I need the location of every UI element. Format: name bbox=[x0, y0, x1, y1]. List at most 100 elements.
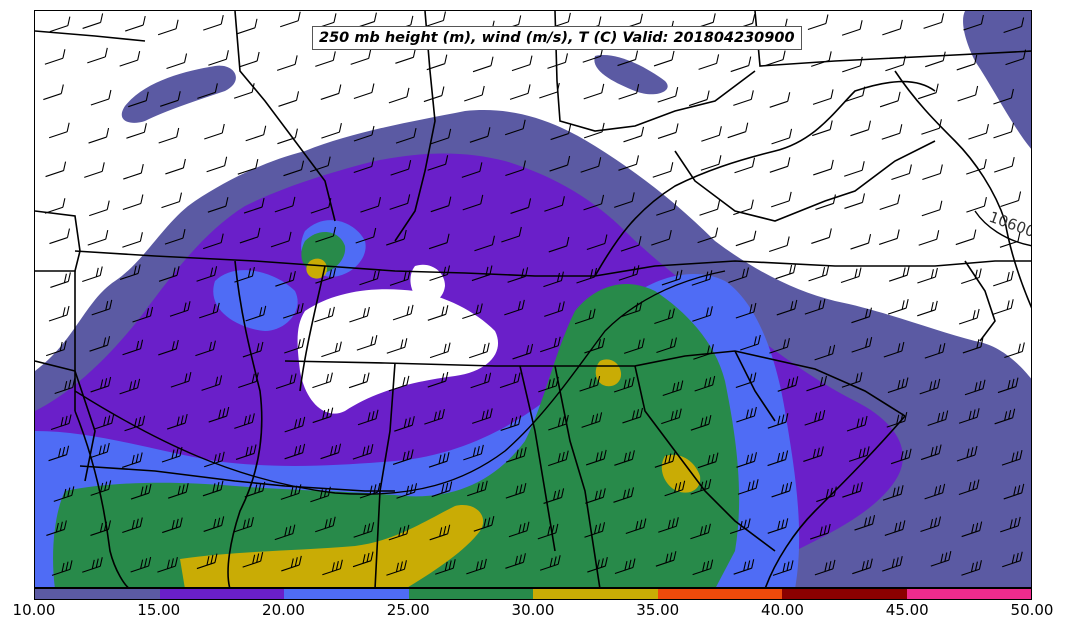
wind-barb bbox=[48, 122, 70, 139]
map-canvas: 10600 bbox=[35, 11, 1031, 587]
wind-barb bbox=[122, 452, 143, 468]
wind-barb bbox=[1002, 551, 1023, 568]
wind-barb bbox=[775, 263, 797, 280]
wind-barb bbox=[284, 337, 305, 354]
wind-barb bbox=[310, 156, 331, 173]
wind-barb bbox=[245, 305, 267, 322]
wind-barb bbox=[927, 410, 949, 427]
wind-barb bbox=[697, 227, 719, 244]
wind-barb bbox=[540, 336, 561, 353]
wind-barb bbox=[428, 233, 450, 250]
wind-barb bbox=[767, 518, 789, 534]
wind-barb bbox=[692, 306, 713, 322]
wind-barb bbox=[278, 91, 300, 107]
wind-barb bbox=[466, 558, 487, 575]
wind-barb bbox=[962, 337, 984, 354]
wind-barb bbox=[386, 560, 407, 576]
wind-barb bbox=[733, 559, 755, 575]
wind-barb bbox=[584, 337, 605, 354]
wind-barb bbox=[740, 334, 761, 351]
wind-barb bbox=[282, 303, 304, 319]
wind-barb bbox=[879, 194, 901, 211]
wind-barb bbox=[500, 415, 522, 431]
wind-barb bbox=[924, 343, 946, 359]
wind-barb bbox=[388, 87, 410, 104]
wind-barb bbox=[623, 126, 645, 143]
wind-barb bbox=[388, 524, 410, 541]
wind-barb bbox=[119, 264, 141, 280]
wind-barb bbox=[576, 267, 598, 284]
wind-barb bbox=[511, 55, 533, 72]
wind-barb bbox=[727, 122, 749, 139]
wind-barb bbox=[235, 444, 257, 460]
wind-barb bbox=[993, 299, 1014, 315]
wind-barb bbox=[585, 449, 607, 466]
wind-barb bbox=[769, 92, 791, 108]
wind-barb bbox=[614, 192, 635, 208]
wind-barb bbox=[733, 199, 754, 216]
wind-barb bbox=[395, 128, 417, 144]
wind-barb bbox=[806, 375, 828, 392]
wind-barb bbox=[811, 228, 832, 244]
colorbar-tick-label: 45.00 bbox=[885, 601, 929, 619]
wind-barb bbox=[119, 378, 141, 395]
wind-barb bbox=[359, 482, 381, 499]
wind-barb bbox=[583, 122, 605, 139]
wind-barb bbox=[275, 373, 297, 390]
wind-barb bbox=[613, 487, 635, 503]
wind-barb bbox=[814, 559, 836, 576]
wind-barb bbox=[691, 270, 713, 286]
wind-barb bbox=[810, 523, 831, 540]
wind-barb bbox=[237, 159, 259, 175]
wind-barb bbox=[505, 160, 526, 177]
wind-barb bbox=[355, 227, 377, 244]
wind-barb bbox=[618, 83, 640, 100]
wind-barb bbox=[395, 48, 416, 64]
wind-barb bbox=[233, 83, 255, 99]
wind-barb bbox=[625, 518, 647, 535]
wind-barb bbox=[310, 486, 331, 503]
wind-barb bbox=[920, 444, 942, 461]
wind-barb bbox=[202, 480, 224, 497]
wind-barb bbox=[130, 556, 152, 573]
wind-barb bbox=[208, 406, 230, 423]
wind-barb bbox=[238, 372, 259, 389]
wind-barb bbox=[90, 480, 112, 496]
wind-barb bbox=[881, 124, 903, 140]
colorbar-segment-1 bbox=[159, 589, 284, 599]
wind-barb bbox=[474, 235, 495, 252]
wind-barb bbox=[166, 53, 188, 69]
wind-barb bbox=[736, 452, 758, 468]
wind-barb bbox=[196, 266, 218, 282]
wind-barb bbox=[315, 268, 336, 284]
wind-barb bbox=[161, 192, 183, 209]
wind-barb bbox=[842, 482, 863, 498]
wind-barb bbox=[925, 51, 946, 68]
wind-barb bbox=[956, 445, 978, 462]
wind-barb bbox=[955, 229, 977, 246]
wind-barb bbox=[162, 517, 183, 534]
wind-barb bbox=[737, 479, 759, 495]
wind-barb bbox=[692, 559, 714, 576]
wind-barb bbox=[690, 415, 712, 431]
wind-barb bbox=[320, 443, 342, 460]
wind-barb bbox=[386, 229, 407, 246]
colorbar-segment-5 bbox=[657, 589, 782, 599]
wind-barb bbox=[119, 51, 141, 67]
wind-barb bbox=[353, 157, 375, 174]
wind-barb bbox=[548, 414, 569, 431]
wind-barb bbox=[804, 299, 826, 315]
wind-barb bbox=[428, 452, 450, 468]
wind-barb bbox=[917, 300, 938, 317]
wind-barb bbox=[423, 86, 445, 103]
wind-barb bbox=[468, 342, 490, 359]
wind-barb bbox=[587, 556, 608, 573]
wind-barb bbox=[661, 269, 683, 286]
wind-barb bbox=[700, 155, 722, 171]
wind-barb bbox=[469, 127, 491, 143]
wind-barb bbox=[964, 379, 986, 396]
wind-barb bbox=[236, 18, 258, 35]
wind-barb bbox=[283, 160, 305, 177]
wind-barb bbox=[656, 337, 677, 354]
wind-barb bbox=[537, 523, 559, 540]
